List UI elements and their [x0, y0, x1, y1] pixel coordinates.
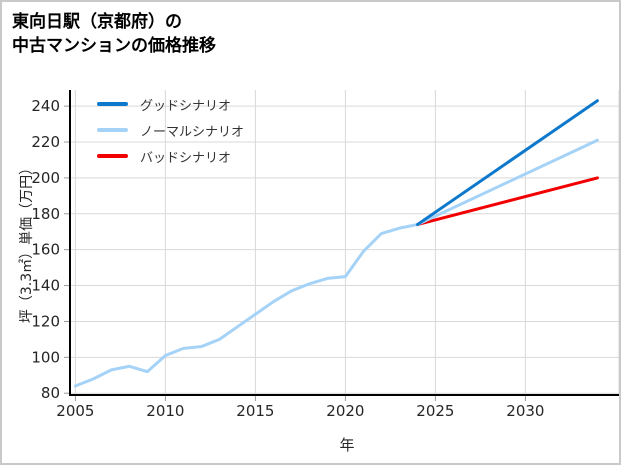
series-line-0 [415, 99, 599, 227]
y-tick-label: 120 [31, 312, 60, 330]
legend-item-0: グッドシナリオ [97, 91, 244, 117]
x-tick-label: 2020 [326, 402, 364, 420]
legend-label: ノーマルシナリオ [140, 124, 245, 140]
legend-item-2: バッドシナリオ [97, 143, 244, 169]
y-tick-label: 220 [31, 133, 60, 151]
x-tick-label: 2010 [146, 402, 184, 420]
y-tick-label: 180 [31, 205, 60, 223]
x-tick-label: 2030 [506, 402, 544, 420]
y-tick-label: 100 [31, 348, 60, 366]
y-axis-label: 坪（3.3㎡）単価（万円） [19, 160, 35, 324]
legend-line-swatch [97, 102, 128, 106]
y-tick-label: 80 [41, 384, 60, 402]
legend: グッドシナリオ ノーマルシナリオ バッドシナリオ [97, 91, 244, 169]
y-tick-label: 140 [31, 277, 60, 295]
series-line-2 [415, 176, 599, 227]
series-line-1 [73, 138, 599, 388]
x-tick-label: 2015 [236, 402, 274, 420]
y-tick-label: 200 [31, 169, 60, 187]
legend-item-1: ノーマルシナリオ [97, 117, 244, 143]
chart-title: 東向日駅（京都府）の 中古マンションの価格推移 [12, 10, 216, 58]
y-tick-label: 160 [31, 241, 60, 259]
chart-title-line2: 中古マンションの価格推移 [12, 36, 216, 56]
x-tick-label: 2025 [416, 402, 454, 420]
legend-label: グッドシナリオ [140, 98, 232, 114]
legend-label: バッドシナリオ [140, 150, 232, 166]
legend-line-swatch [97, 128, 128, 132]
y-tick-label: 240 [31, 97, 60, 115]
legend-line-swatch [97, 154, 128, 158]
x-axis-label: 年 [339, 436, 355, 454]
chart-title-line1: 東向日駅（京都府）の [12, 12, 182, 32]
x-tick-label: 2005 [56, 402, 94, 420]
